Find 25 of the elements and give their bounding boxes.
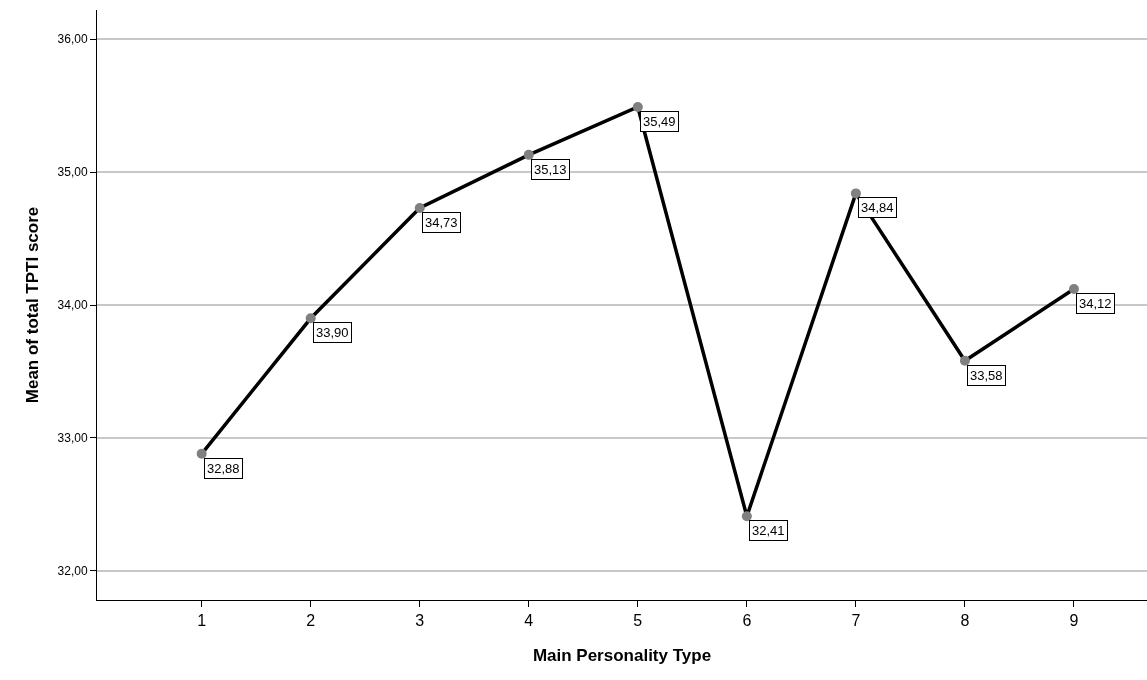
- data-label: 34,84: [861, 200, 894, 215]
- x-tick-label: 5: [633, 612, 643, 630]
- x-tick-label: 7: [851, 612, 861, 630]
- data-label: 32,41: [752, 523, 785, 538]
- data-label: 32,88: [207, 461, 240, 476]
- x-tick-label: 9: [1069, 612, 1079, 630]
- data-label: 34,73: [425, 215, 458, 230]
- x-tick-label: 1: [197, 612, 207, 630]
- x-tick-label: 2: [306, 612, 316, 630]
- x-tick-label: 3: [415, 612, 425, 630]
- x-tick-label: 8: [960, 612, 970, 630]
- x-tick-label: 4: [524, 612, 534, 630]
- y-tick-label: 35,00: [57, 165, 88, 180]
- data-label: 33,90: [316, 325, 349, 340]
- data-label: 35,49: [643, 114, 676, 129]
- x-tick-label: 6: [742, 612, 752, 630]
- y-tick-label: 33,00: [57, 431, 88, 446]
- y-tick-label: 34,00: [57, 298, 88, 313]
- data-label: 34,12: [1079, 296, 1112, 311]
- y-axis-title: Mean of total TPTI score: [23, 206, 43, 404]
- data-label: 35,13: [534, 162, 567, 177]
- data-label: 33,58: [970, 368, 1003, 383]
- y-tick-label: 36,00: [57, 32, 88, 47]
- y-tick-label: 32,00: [57, 563, 88, 578]
- x-axis-title: Main Personality Type: [532, 645, 712, 665]
